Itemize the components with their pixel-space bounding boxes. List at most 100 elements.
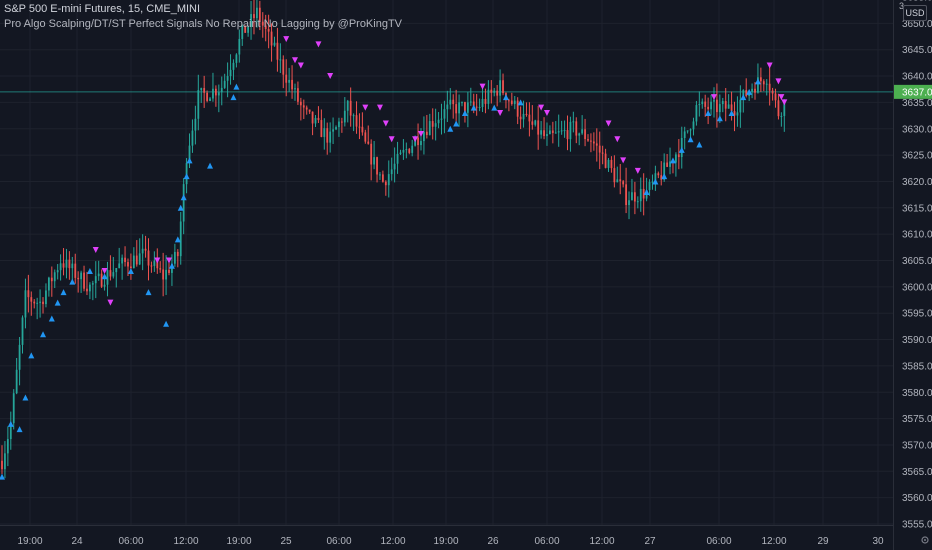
buy-signal-marker: [183, 173, 190, 180]
buy-signals: [0, 78, 761, 480]
candle-body: [220, 87, 223, 93]
sell-signal-marker: [766, 62, 773, 69]
buy-signal-marker: [696, 141, 703, 148]
candle-body: [267, 28, 270, 32]
candle-body: [560, 130, 563, 132]
candle-body: [464, 102, 466, 113]
buy-signal-marker: [101, 273, 108, 280]
price-tick-label: 3595.00: [902, 309, 932, 320]
price-badge-label: 3637.00: [902, 87, 932, 98]
sell-signal-marker: [154, 257, 161, 264]
sell-signal-marker: [92, 246, 99, 253]
candle-body: [361, 126, 364, 133]
candle-body: [6, 439, 9, 454]
candle-body: [370, 143, 373, 165]
candle-body: [270, 31, 273, 46]
price-tick-label: 3580.00: [902, 388, 932, 399]
buy-signal-marker: [145, 289, 152, 296]
candle-body: [115, 268, 118, 273]
candle-body: [150, 265, 153, 267]
candle-body: [537, 120, 540, 135]
candle-body: [387, 174, 390, 186]
sell-signal-marker: [101, 268, 108, 275]
candle-body: [604, 153, 607, 168]
time-tick-label: 25: [280, 536, 292, 547]
candle-body: [162, 269, 165, 280]
candle-body: [466, 102, 469, 113]
candle-body: [343, 110, 346, 123]
candle-body: [30, 297, 33, 302]
candle-body: [121, 257, 124, 264]
candle-body: [223, 80, 226, 88]
candle-body: [759, 77, 762, 82]
candle-body: [525, 113, 528, 115]
candle-body: [607, 159, 610, 168]
candle-body: [616, 179, 619, 183]
candle-body: [411, 145, 414, 153]
candle-body: [232, 62, 235, 70]
currency-button[interactable]: USD: [903, 5, 927, 21]
candle-body: [481, 98, 484, 107]
candle-body: [308, 109, 311, 112]
price-tick-label: 3640.00: [902, 72, 932, 83]
candle-body: [428, 121, 431, 136]
sell-signal-marker: [614, 136, 621, 143]
price-axis[interactable]: 3555.00 3560.00 3565.00 3570.00 3575.00 3580.…: [893, 0, 932, 550]
buy-signal-marker: [705, 109, 712, 116]
indicator-title[interactable]: Pro Algo Scalping/DT/ST Perfect Signals …: [4, 18, 403, 30]
candle-body: [258, 7, 261, 22]
candle-body: [1, 460, 3, 470]
candle-body: [253, 14, 255, 19]
buy-signal-marker: [754, 78, 761, 85]
candle-body: [423, 131, 425, 142]
candle-body: [408, 149, 411, 153]
candle-body: [402, 149, 405, 153]
buy-signal-marker: [180, 194, 187, 201]
candle-body: [513, 100, 516, 105]
candle-body: [74, 263, 77, 278]
candle-body: [147, 250, 150, 266]
candle-body: [540, 130, 543, 135]
gear-icon[interactable]: [920, 535, 930, 545]
candle-body: [572, 121, 575, 123]
candle-body: [736, 112, 739, 116]
candle-body: [191, 130, 194, 146]
sell-signal-marker: [778, 94, 785, 101]
time-tick-label: 19:00: [433, 536, 458, 547]
candle-body: [77, 277, 80, 280]
candle-body: [768, 83, 771, 91]
candle-body: [364, 132, 367, 142]
candle-body: [173, 251, 176, 264]
candle-body: [335, 127, 337, 130]
sell-signal-marker: [775, 78, 782, 85]
buy-signal-marker: [491, 104, 498, 111]
time-axis[interactable]: 19:00 24 06:00 12:00 19:00 25 06:00 12:00 19:00 2…: [0, 525, 893, 550]
price-tick-label: 3610.00: [902, 230, 932, 241]
candle-body: [12, 393, 15, 424]
sell-signal-marker: [479, 83, 486, 90]
candle-body: [182, 184, 185, 222]
symbol-title[interactable]: S&P 500 E-mini Futures, 15, CME_MINI: [4, 3, 201, 15]
candle-body: [765, 83, 768, 85]
candle-body: [47, 277, 50, 291]
candle-body: [21, 317, 24, 345]
price-tick-label: 3625.00: [902, 151, 932, 162]
candle-body: [528, 114, 531, 122]
candle-body: [695, 105, 698, 122]
candle-body: [53, 272, 56, 282]
candle-body: [332, 129, 334, 132]
buy-signal-marker: [69, 278, 76, 285]
sell-signal-marker: [315, 41, 322, 48]
buy-signal-marker: [643, 188, 650, 195]
candle-body: [780, 115, 783, 117]
sell-signal-marker: [417, 131, 424, 138]
candle-body: [355, 115, 358, 127]
sell-signal-marker: [297, 62, 304, 69]
candle-body: [484, 98, 487, 104]
candle-body: [472, 101, 475, 107]
buy-signal-marker: [652, 178, 659, 185]
candle-body: [71, 263, 74, 269]
candle-body: [264, 25, 267, 29]
buy-signal-marker: [746, 88, 753, 95]
